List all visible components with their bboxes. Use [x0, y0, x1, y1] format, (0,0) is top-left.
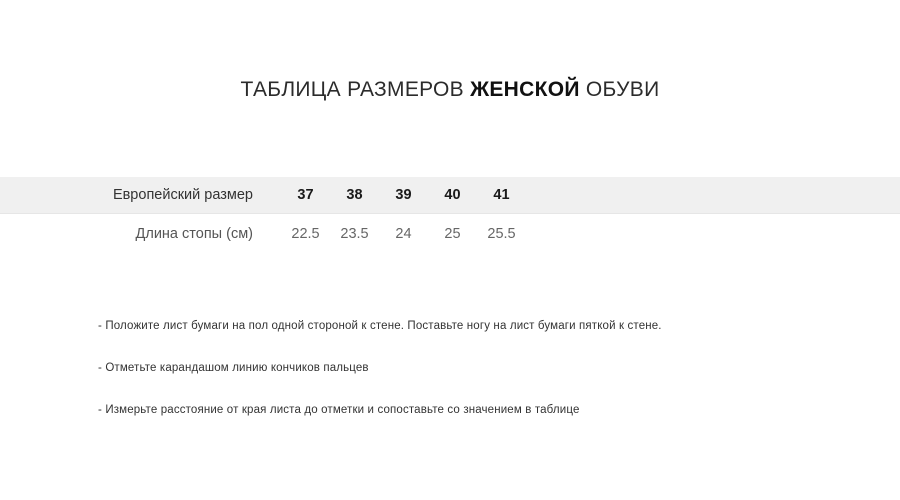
table-cell: 22.5 — [291, 226, 320, 242]
page-title-suffix: ОБУВИ — [579, 78, 660, 101]
table-row: Длина стопы (см) 22.5 23.5 24 25 25.5 — [0, 214, 900, 254]
table-row-label: Длина стопы (см) — [135, 226, 253, 242]
page-title: ТАБЛИЦА РАЗМЕРОВ ЖЕНСКОЙ ОБУВИ — [0, 78, 900, 102]
size-table: Европейский размер 37 38 39 40 41 Длина … — [0, 177, 900, 254]
table-cell: 24 — [395, 226, 412, 242]
table-header-cells: 37 38 39 40 41 — [281, 187, 526, 203]
table-cell: 25 — [444, 226, 461, 242]
table-header-cell: 41 — [493, 187, 510, 203]
table-row-cells: 22.5 23.5 24 25 25.5 — [281, 226, 526, 242]
table-cell: 23.5 — [340, 226, 369, 242]
instruction-item: - Измерьте расстояние от края листа до о… — [98, 403, 580, 416]
page-title-prefix: ТАБЛИЦА РАЗМЕРОВ — [240, 78, 471, 101]
table-header-cell: 39 — [395, 187, 412, 203]
instruction-item: - Отметьте карандашом линию кончиков пал… — [98, 361, 369, 374]
page-title-container: ТАБЛИЦА РАЗМЕРОВ ЖЕНСКОЙ ОБУВИ — [0, 78, 900, 102]
table-header-row: Европейский размер 37 38 39 40 41 — [0, 177, 900, 214]
table-header-cell: 40 — [444, 187, 461, 203]
table-cell: 25.5 — [487, 226, 516, 242]
page-title-emphasis: ЖЕНСКОЙ — [470, 78, 580, 101]
table-header-cell: 38 — [346, 187, 363, 203]
instruction-item: - Положите лист бумаги на пол одной стор… — [98, 320, 662, 332]
table-header-label: Европейский размер — [112, 187, 253, 203]
measurement-instructions: - Положите лист бумаги на пол одной стор… — [98, 320, 858, 417]
table-header-cell: 37 — [297, 187, 314, 203]
